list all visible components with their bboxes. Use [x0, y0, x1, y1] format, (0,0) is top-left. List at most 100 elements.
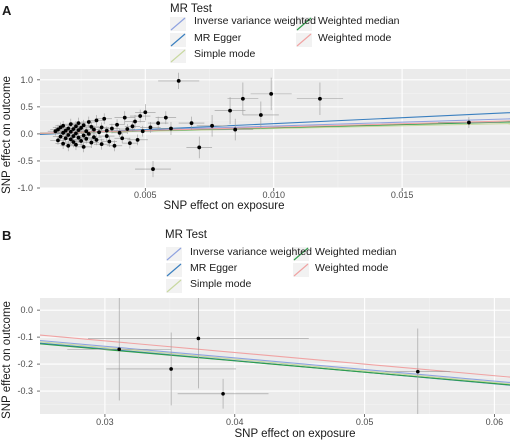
snp-point-a — [99, 142, 104, 147]
snp-point-a — [79, 139, 83, 143]
snp-point-b — [196, 336, 201, 341]
snp-point-a — [197, 145, 202, 150]
snp-point-a — [110, 126, 114, 131]
snp-point-a — [81, 144, 86, 149]
snp-point-a — [143, 110, 148, 115]
snp-point-a — [71, 140, 76, 144]
x-tick-label-a: 0.010 — [262, 190, 285, 200]
snp-point-a — [68, 137, 73, 142]
y-tick-label-b: -0.2 — [17, 359, 33, 369]
snp-point-a — [81, 123, 86, 128]
snp-point-a — [76, 121, 81, 125]
legend-swatch-weighted-median-b — [293, 247, 309, 261]
y-tick-label-b: -0.1 — [17, 332, 33, 342]
snp-point-a — [467, 120, 471, 125]
legend-swatch-weighted-mode-a — [296, 33, 312, 47]
y-tick-label-a: 0.5 — [20, 102, 33, 112]
snp-point-a — [115, 122, 119, 127]
x-tick-label-b: 0.03 — [96, 417, 114, 427]
snp-point-a — [233, 127, 238, 132]
snp-point-a — [66, 133, 71, 137]
legend-swatch-weighted-mode-b — [293, 263, 309, 277]
snp-point-b — [416, 369, 420, 374]
snp-point-a — [92, 135, 96, 140]
snp-point-a — [189, 121, 194, 125]
snp-point-a — [63, 128, 68, 133]
legend-swatch-simple-mode-a — [170, 49, 186, 63]
y-tick-label-a: -1.0 — [17, 183, 33, 193]
snp-point-a — [63, 136, 68, 141]
snp-point-a — [127, 141, 132, 146]
snp-point-a — [71, 127, 76, 131]
snp-point-b — [221, 391, 225, 396]
legend-label-egger-a: MR Egger — [194, 32, 242, 44]
legend-b: MR Test Inverse variance weighted MR Egg… — [165, 229, 397, 293]
snp-point-a — [68, 122, 73, 127]
snp-point-a — [176, 79, 181, 83]
panel-b: B MR Test Inverse variance weighted MR E… — [1, 228, 510, 440]
snp-point-a — [240, 96, 245, 101]
snp-point-a — [104, 128, 109, 133]
snp-point-a — [66, 126, 71, 131]
x-tick-label-a: 0.015 — [391, 190, 414, 200]
snp-point-a — [318, 96, 322, 101]
y-tick-label-a: 0.0 — [20, 129, 33, 139]
snp-point-a — [99, 125, 104, 130]
tick-labels-a: 0.005 0.010 0.015 -1.0 -0.5 0.0 0.5 1.0 — [17, 75, 413, 200]
legend-swatch-mr-egger-b — [166, 263, 182, 277]
snp-point-a — [138, 114, 143, 118]
snp-point-a — [92, 127, 96, 132]
legend-label-egger-b: MR Egger — [190, 262, 238, 274]
legend-swatch-weighted-median-a — [296, 17, 312, 31]
regression-line-inverse-variance-weighted-b — [40, 339, 510, 384]
x-tick-label-b: 0.06 — [486, 417, 504, 427]
snp-point-a — [86, 120, 91, 124]
legend-label-simple-mode-a: Simple mode — [194, 48, 255, 60]
snp-point-a — [61, 123, 66, 128]
legend-swatch-simple-mode-b — [166, 279, 182, 293]
legend-swatch-mr-egger-a — [170, 33, 186, 47]
snp-point-a — [56, 138, 60, 143]
legend-title-b: MR Test — [165, 229, 208, 241]
x-tick-label-b: 0.04 — [226, 417, 244, 427]
snp-point-a — [210, 123, 214, 128]
x-axis-title-a: SNP effect on exposure — [163, 200, 284, 212]
snp-point-a — [84, 136, 89, 141]
x-axis-title-b: SNP effect on exposure — [234, 428, 355, 440]
snp-point-a — [61, 130, 66, 135]
regression-line-weighted-mode-b — [40, 334, 510, 378]
snp-point-a — [163, 115, 168, 120]
legend-label-simple-mode-b: Simple mode — [190, 278, 251, 290]
y-axis-title-a: SNP effect on outcome — [1, 76, 13, 194]
snp-point-a — [269, 91, 274, 96]
snp-points-a — [53, 79, 471, 171]
y-tick-label-b: 0.0 — [20, 305, 33, 315]
snp-point-a — [71, 134, 76, 138]
snp-point-a — [89, 140, 94, 145]
snp-point-a — [89, 124, 94, 129]
snp-point-a — [74, 131, 78, 136]
snp-point-a — [104, 134, 109, 138]
legend-label-ivw-b: Inverse variance weighted — [190, 246, 312, 258]
snp-point-b — [117, 347, 121, 352]
legend-label-ivw-a: Inverse variance weighted — [194, 15, 316, 27]
tick-labels-b: 0.03 0.04 0.05 0.06 -0.3 -0.2 -0.1 0.0 — [17, 305, 503, 427]
snp-point-a — [133, 119, 137, 124]
legend-swatch-inverse-variance-weighted-a — [170, 17, 186, 31]
snp-point-a — [112, 143, 117, 148]
snp-point-a — [56, 127, 60, 132]
snp-point-a — [76, 135, 81, 140]
x-tick-label-b: 0.05 — [356, 417, 374, 427]
snp-point-a — [74, 142, 78, 147]
snp-point-a — [84, 129, 89, 134]
snp-point-a — [228, 108, 232, 113]
snp-point-a — [79, 126, 83, 130]
snp-point-a — [148, 125, 153, 130]
x-tick-label-a: 0.005 — [134, 190, 157, 200]
snp-point-a — [122, 115, 127, 120]
y-tick-label-b: -0.3 — [17, 386, 33, 396]
legend-swatch-inverse-variance-weighted-b — [166, 247, 182, 261]
snp-point-a — [81, 133, 86, 138]
y-tick-label-a: 1.0 — [20, 75, 33, 85]
